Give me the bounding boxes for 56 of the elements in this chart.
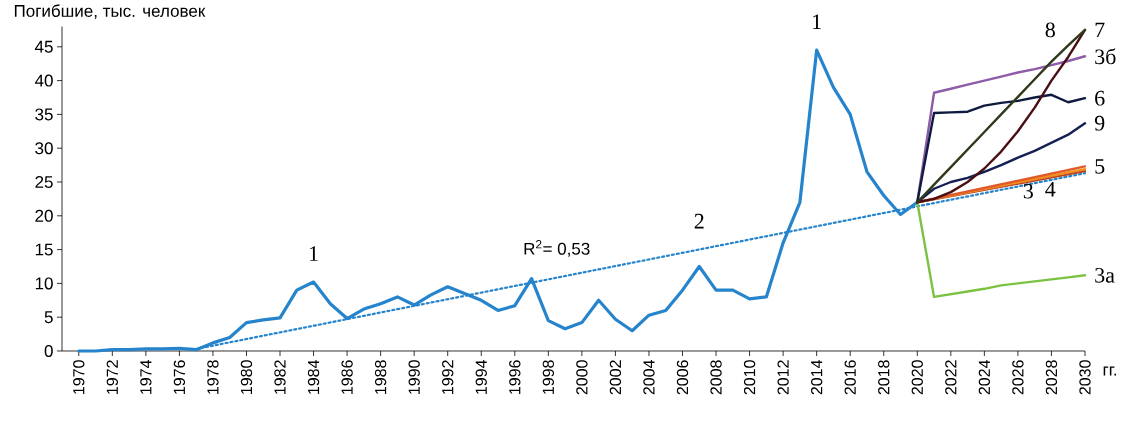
x-tick-label: 1992 [442, 360, 454, 394]
y-tick-label: 0 [44, 344, 53, 358]
series-label: 9 [1094, 115, 1105, 131]
series-label: 5 [1095, 159, 1105, 174]
series-label: 3 [1023, 183, 1033, 199]
x-tick-label: 1972 [106, 360, 118, 394]
x-tick-label: 1996 [509, 360, 521, 394]
x-tick-label: 2014 [811, 360, 823, 395]
x-tick-label: 1976 [173, 360, 186, 394]
x-tick-label: 2008 [710, 360, 722, 395]
x-tick-label: 2006 [676, 360, 689, 395]
x-tick-label: 1978 [207, 360, 219, 394]
y-tick-label: 25 [35, 175, 53, 189]
y-tick-label: 10 [35, 277, 53, 290]
x-tick-label: 2022 [945, 360, 957, 395]
x-axis-title: гг. [1103, 366, 1117, 376]
y-axis-title: Погибшие, тыс. человек [14, 4, 206, 19]
annotation: 2 [694, 213, 704, 229]
x-tick-label: 2028 [1045, 360, 1058, 395]
y-tick-label: 30 [35, 142, 53, 155]
series-label: 4 [1045, 181, 1056, 197]
x-tick-label: 1990 [408, 360, 420, 394]
x-tick-label: 1988 [374, 360, 387, 394]
y-tick-label: 40 [34, 74, 53, 87]
x-tick-label: 1998 [542, 360, 554, 394]
y-tick-label: 5 [44, 311, 53, 324]
x-tick-label: 2002 [609, 360, 622, 395]
x-tick-label: 1982 [274, 360, 286, 394]
x-tick-label: 1970 [73, 360, 85, 394]
x-tick-label: 1974 [140, 360, 152, 394]
x-tick-label: 2004 [643, 360, 655, 395]
y-tick-label: 35 [35, 108, 53, 121]
x-tick-label: 2026 [1012, 360, 1024, 395]
annotation: 1 [309, 246, 318, 261]
x-tick-label: 2018 [878, 360, 890, 395]
x-tick-label: 2012 [777, 360, 789, 395]
series-label: 3а [1095, 267, 1115, 283]
annotation: R$^{2}$= 0,53 [524, 240, 590, 257]
series-label: 8 [1045, 22, 1055, 38]
series-label: 6 [1095, 90, 1105, 106]
annotation: 1 [813, 14, 821, 29]
x-tick-label: 1994 [475, 360, 487, 394]
x-tick-label: 2024 [978, 360, 991, 395]
x-tick-label: 2030 [1079, 360, 1091, 395]
x-tick-label: 2010 [743, 360, 756, 395]
y-tick-label: 20 [35, 209, 53, 222]
x-tick-label: 1984 [307, 360, 320, 394]
series-label: 7 [1095, 22, 1105, 38]
x-tick-label: 1980 [240, 360, 253, 394]
x-tick-label: 1986 [341, 360, 353, 394]
series-label: 3б [1095, 48, 1116, 65]
x-tick-label: 2016 [844, 360, 856, 395]
y-tick-label: 45 [34, 40, 53, 53]
x-tick-label: 2020 [911, 360, 923, 395]
x-tick-label: 2000 [576, 360, 588, 395]
y-tick-label: 15 [35, 243, 53, 256]
